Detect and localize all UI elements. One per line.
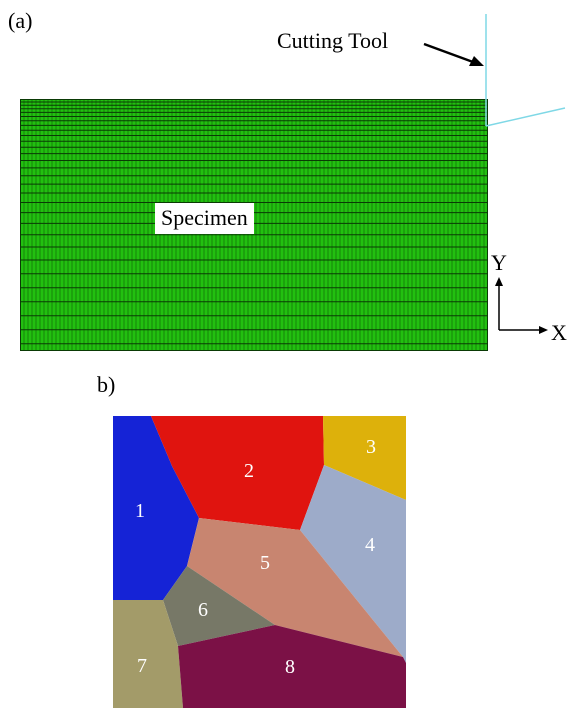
- grain-7: [113, 600, 183, 708]
- grain-number-1: 1: [135, 500, 145, 522]
- grain-number-5: 5: [260, 552, 270, 574]
- grain-4: [300, 465, 406, 663]
- grain-number-2: 2: [244, 460, 254, 482]
- x-axis-label: X: [551, 320, 567, 345]
- specimen-mesh: [20, 99, 488, 351]
- grain-5: [187, 518, 403, 657]
- grain-3: [323, 416, 406, 500]
- grain-number-6: 6: [198, 599, 208, 621]
- panel-b-label: b): [97, 372, 116, 397]
- panel-a-label: (a): [8, 8, 33, 33]
- y-axis-arrowhead: [495, 277, 503, 286]
- grain-number-4: 4: [365, 534, 375, 556]
- x-axis-arrowhead: [539, 326, 548, 334]
- grain-1: [113, 416, 199, 600]
- mesh-border: [20, 99, 488, 351]
- y-axis-label: Y: [491, 250, 507, 275]
- specimen-label: Specimen: [155, 203, 254, 234]
- cutting-tool-flank-face: [485, 107, 566, 127]
- tool-pointer-arrowhead: [469, 56, 484, 66]
- grain-number-3: 3: [366, 436, 376, 458]
- mesh-grid: [20, 99, 488, 351]
- grain-8: [178, 625, 406, 708]
- cutting-tool-label: Cutting Tool: [277, 28, 389, 53]
- grain-structure: 1 2 3 4 5 6 7 8: [113, 416, 406, 708]
- grain-number-7: 7: [137, 655, 147, 677]
- grain-number-8: 8: [285, 656, 295, 678]
- grain-6: [163, 566, 275, 646]
- grain-2: [151, 416, 324, 530]
- tool-and-axes: [423, 14, 566, 334]
- tool-pointer-arrow: [423, 42, 474, 64]
